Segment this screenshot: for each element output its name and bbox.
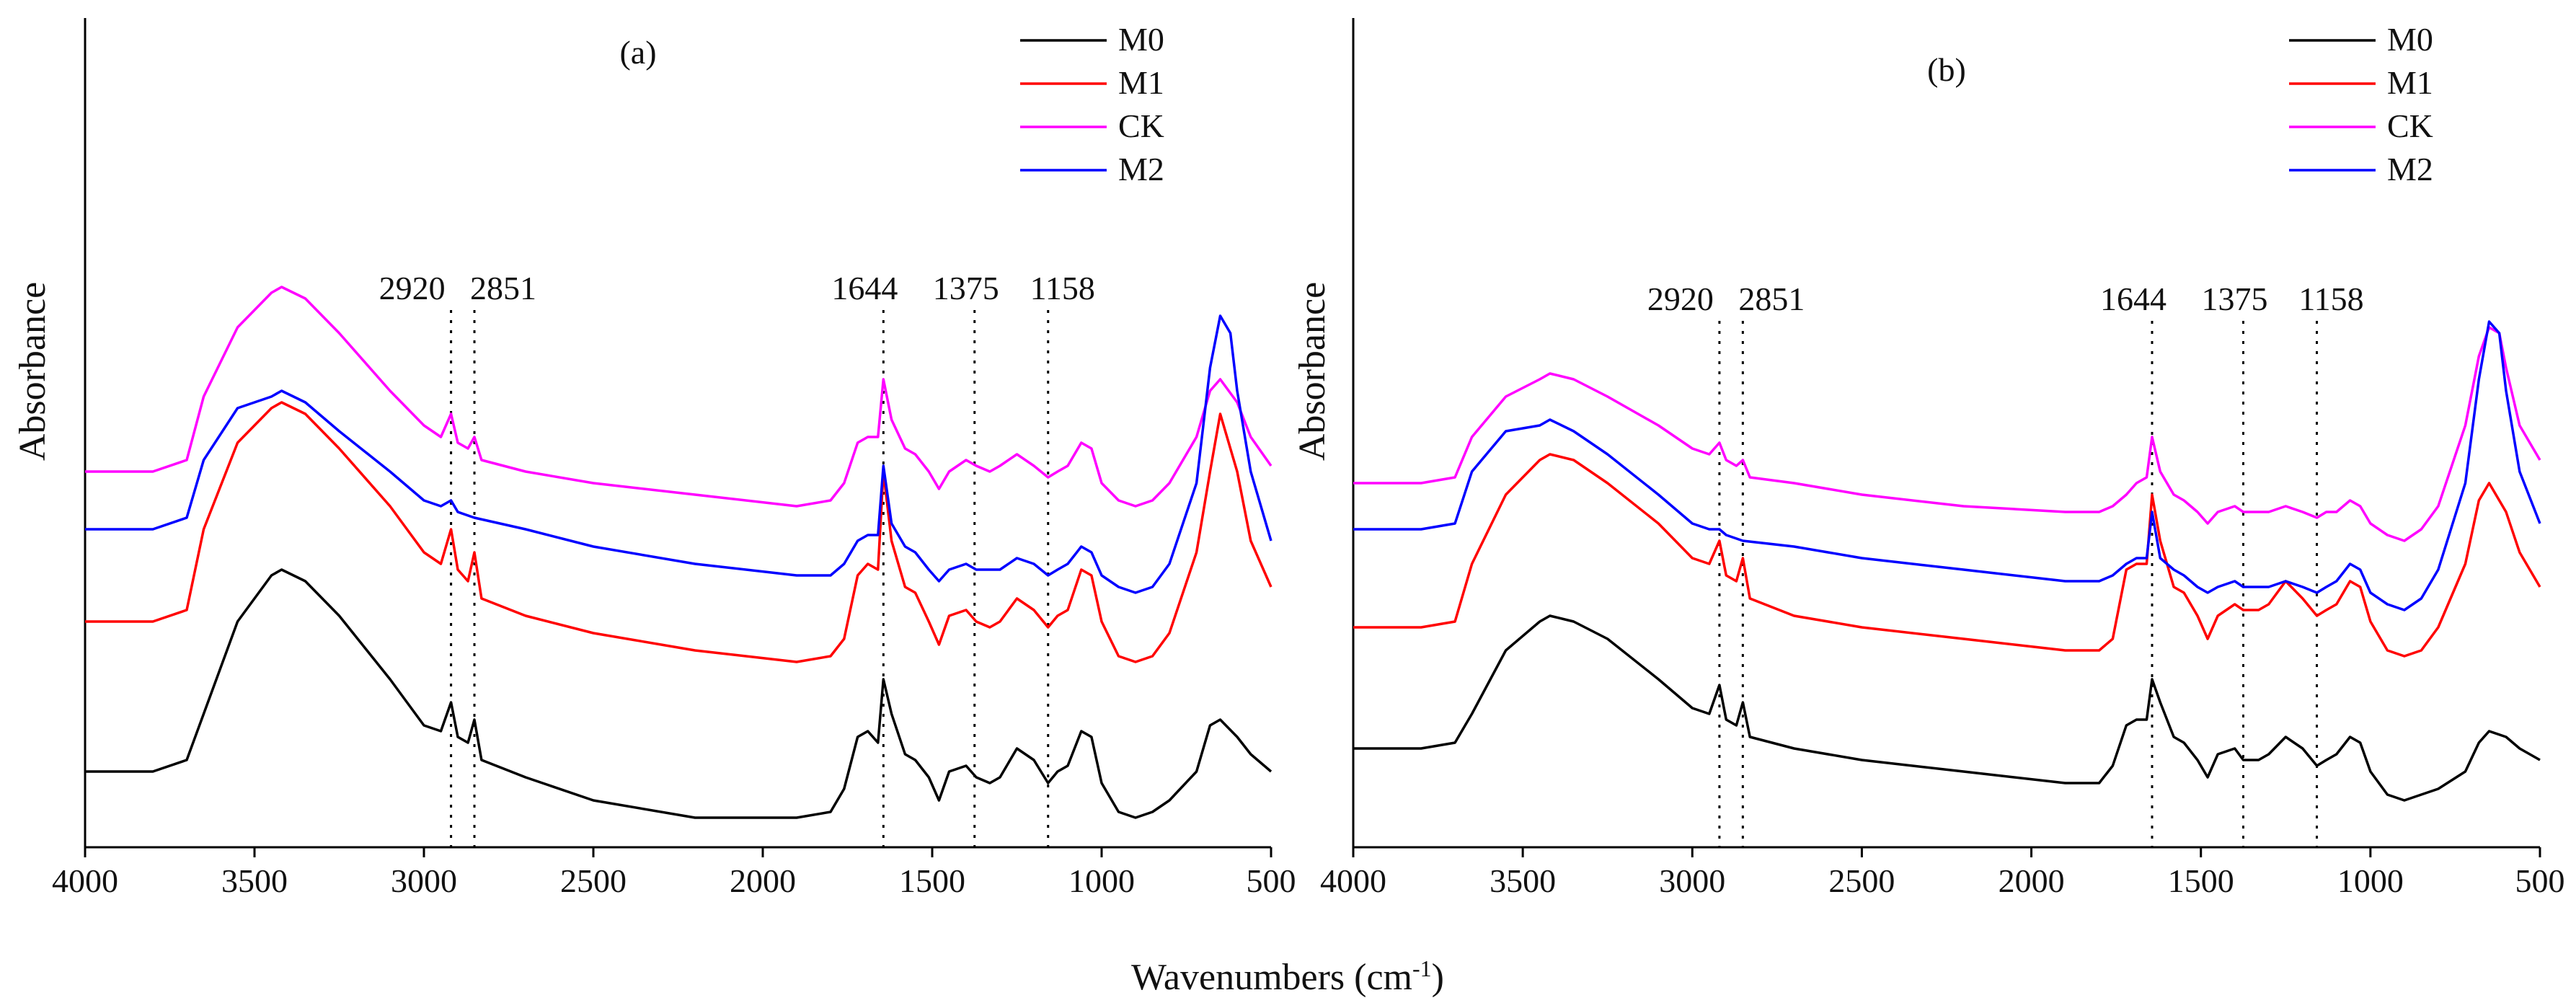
x-tick-label: 1500 xyxy=(899,862,965,899)
x-tick-label: 2000 xyxy=(1999,862,2065,899)
x-tick-label: 4000 xyxy=(1320,862,1386,899)
legend-label-ck: CK xyxy=(1118,107,1164,144)
x-tick-label: 3000 xyxy=(1659,862,1725,899)
panel-a: Absorbance 4000 3500 3000 2500 2000 1500 1000 5… xyxy=(12,18,1296,899)
series-line-ck xyxy=(1353,326,2541,542)
y-axis-title-b: Absorbance xyxy=(1292,282,1333,461)
x-tick-label: 500 xyxy=(2515,862,2565,899)
series-line-m0 xyxy=(1353,614,2541,802)
x-tick-label: 1500 xyxy=(2168,862,2234,899)
x-tick-label: 4000 xyxy=(52,862,118,899)
x-tick-label: 3500 xyxy=(221,862,288,899)
annotation-label-2851: 2851 xyxy=(1738,280,1805,317)
x-tick-label: 1000 xyxy=(1068,862,1135,899)
series-line-m2 xyxy=(1353,320,2541,611)
x-axis-title-sup: -1 xyxy=(1412,955,1432,981)
annotation-label-1375: 1375 xyxy=(933,270,999,306)
x-tick-label: 3500 xyxy=(1490,862,1556,899)
x-tick-label: 2500 xyxy=(1828,862,1895,899)
legend-label-m1: M1 xyxy=(1118,64,1164,101)
annotation-label-1644: 1644 xyxy=(831,270,898,306)
x-tick-label: 2000 xyxy=(730,862,796,899)
series-line-m1 xyxy=(85,401,1272,663)
y-axis-title-a: Absorbance xyxy=(12,282,53,461)
series-line-m0 xyxy=(85,568,1272,819)
legend-label-m2: M2 xyxy=(2387,151,2433,187)
legend-label-m1: M1 xyxy=(2387,64,2433,101)
x-tick-label: 1000 xyxy=(2337,862,2404,899)
series-line-m1 xyxy=(1353,453,2541,658)
legend-label-ck: CK xyxy=(2387,107,2433,144)
x-axis-title-main: Wavenumbers (cm xyxy=(1131,957,1412,998)
legend-label-m0: M0 xyxy=(2387,21,2433,58)
series-line-ck xyxy=(85,286,1272,508)
x-tick-label: 2500 xyxy=(560,862,627,899)
annotation-label-2920: 2920 xyxy=(1647,280,1714,317)
annotation-label-2920: 2920 xyxy=(379,270,446,306)
annotation-label-1158: 1158 xyxy=(1030,270,1095,306)
panel-b: Absorbance 4000 3500 3000 2500 2000 1500 1000 5… xyxy=(1292,18,2565,899)
series-line-m2 xyxy=(85,314,1272,594)
panel-label: (b) xyxy=(1927,51,1966,88)
annotation-label-1644: 1644 xyxy=(2100,280,2166,317)
x-tick-label: 500 xyxy=(1247,862,1296,899)
panel-label: (a) xyxy=(619,34,656,71)
legend-label-m0: M0 xyxy=(1118,21,1164,58)
x-axis-title-close: ) xyxy=(1432,957,1444,998)
annotation-label-2851: 2851 xyxy=(470,270,536,306)
annotation-label-1375: 1375 xyxy=(2202,280,2268,317)
legend-label-m2: M2 xyxy=(1118,151,1164,187)
annotation-label-1158: 1158 xyxy=(2298,280,2363,317)
x-tick-label: 3000 xyxy=(391,862,457,899)
x-axis-title: Wavenumbers (cm-1) xyxy=(1131,955,1444,998)
